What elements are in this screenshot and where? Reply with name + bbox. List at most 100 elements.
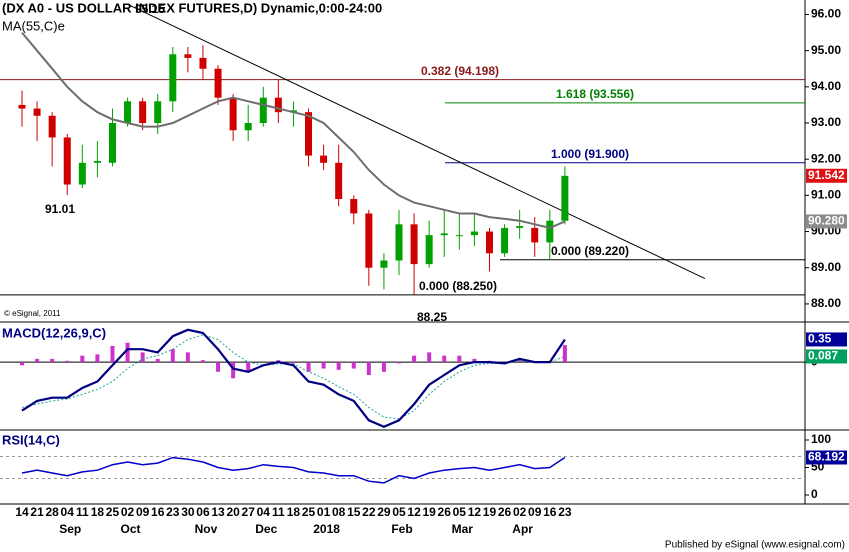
fib-label: 0.000 (88.250) (419, 279, 497, 293)
histogram-bar (20, 362, 24, 366)
annotation: 88.25 (417, 310, 447, 324)
x-tick-label: 15 (347, 505, 361, 519)
x-tick-label: 18 (91, 505, 105, 519)
x-tick-label: 16 (151, 505, 165, 519)
x-tick-label: 26 (438, 505, 452, 519)
candle-body (546, 220, 554, 243)
candle-body (320, 155, 328, 163)
series-line (21, 456, 566, 484)
x-tick-label: 23 (558, 505, 572, 519)
x-tick-label: 20 (226, 505, 240, 519)
histogram-bar (231, 362, 236, 379)
histogram-bar (200, 360, 205, 363)
x-tick-label: 16 (543, 505, 557, 519)
ma-label: MA(55,C)e (2, 18, 65, 33)
candle-body (184, 54, 192, 58)
histogram-bar (562, 345, 567, 363)
histogram-bar (50, 358, 55, 363)
last-value-box (806, 214, 847, 229)
month-label: 2018 (313, 522, 340, 536)
fib-label: 0.000 (89.220) (551, 244, 629, 258)
x-tick-label: 08 (332, 505, 346, 519)
fib-label: 0.382 (94.198) (421, 64, 499, 78)
x-tick-label: 23 (166, 505, 180, 519)
candle-body (365, 213, 373, 268)
histogram-bar (170, 349, 175, 363)
histogram-bar (65, 360, 70, 363)
last-value-label: 91.542 (808, 168, 845, 182)
y-tick-label: 95.00 (811, 43, 841, 57)
last-value-box (806, 450, 847, 465)
candle-body (78, 162, 86, 185)
histogram-bar (35, 358, 40, 363)
histogram-bar (397, 362, 401, 364)
x-tick-label: 05 (392, 505, 406, 519)
last-value-box (806, 349, 847, 364)
candle-body (154, 101, 162, 124)
series-line (21, 328, 566, 428)
histogram-bar (155, 358, 160, 363)
histogram-bar (216, 362, 221, 372)
candle-body (274, 97, 282, 113)
month-label: Nov (195, 522, 218, 536)
x-tick-label: 19 (422, 505, 436, 519)
candle-body (516, 226, 524, 228)
candle-body (169, 54, 177, 102)
last-value-label: 68.192 (808, 450, 845, 464)
histogram-bar (185, 352, 190, 363)
x-tick-label: 25 (302, 505, 316, 519)
x-tick-label: 18 (287, 505, 301, 519)
x-tick-label: 06 (196, 505, 210, 519)
candle-body (33, 108, 41, 116)
y-tick-label: 93.00 (811, 115, 841, 129)
x-tick-label: 01 (317, 505, 331, 519)
candle-body (350, 198, 358, 214)
rsi-title: RSI(14,C) (2, 432, 60, 447)
y-tick-label: 88.00 (811, 296, 841, 310)
month-label: Apr (512, 522, 533, 536)
x-tick-label: 09 (528, 505, 542, 519)
histogram-bar (140, 352, 145, 363)
x-tick-label: 26 (498, 505, 512, 519)
x-tick-label: 04 (61, 505, 75, 519)
candle-body (410, 224, 418, 265)
candle-body (425, 235, 433, 265)
histogram-bar (427, 352, 432, 363)
histogram-bar (321, 362, 326, 369)
macd-title: MACD(12,26,9,C) (2, 325, 106, 340)
histogram-bar (457, 355, 462, 363)
last-value-box (806, 332, 847, 347)
candle-body (259, 97, 267, 124)
candle-body (501, 227, 509, 254)
candle-body (305, 112, 313, 156)
candle-body (561, 175, 569, 221)
histogram-bar (336, 362, 341, 370)
candle-body (48, 115, 56, 138)
x-tick-label: 09 (136, 505, 150, 519)
candle-body (395, 224, 403, 261)
x-tick-label: 12 (468, 505, 482, 519)
candle-body (455, 235, 463, 237)
x-tick-label: 27 (242, 505, 256, 519)
annotation: 95.15 (135, 2, 165, 16)
month-label: Oct (121, 522, 141, 536)
x-tick-label: 05 (453, 505, 467, 519)
histogram-bar (442, 355, 447, 363)
last-value-label: 90.280 (808, 214, 845, 228)
candle-body (440, 233, 448, 236)
x-tick-label: 21 (30, 505, 44, 519)
series-line (21, 334, 566, 420)
histogram-bar (472, 358, 477, 363)
candle-body (531, 227, 539, 243)
candle-body (244, 123, 252, 131)
month-label: Mar (452, 522, 474, 536)
candle-body (63, 137, 71, 185)
candle-body (18, 104, 26, 109)
x-tick-label: 11 (76, 505, 89, 519)
x-tick-label: 04 (257, 505, 271, 519)
fib-label: 1.000 (91.900) (551, 147, 629, 161)
last-value-label: 0.35 (808, 332, 832, 346)
chart-title: (DX A0 - US DOLLAR INDEX FUTURES,D) Dyna… (2, 0, 382, 15)
last-value-box (806, 168, 847, 183)
histogram-bar (125, 342, 130, 363)
